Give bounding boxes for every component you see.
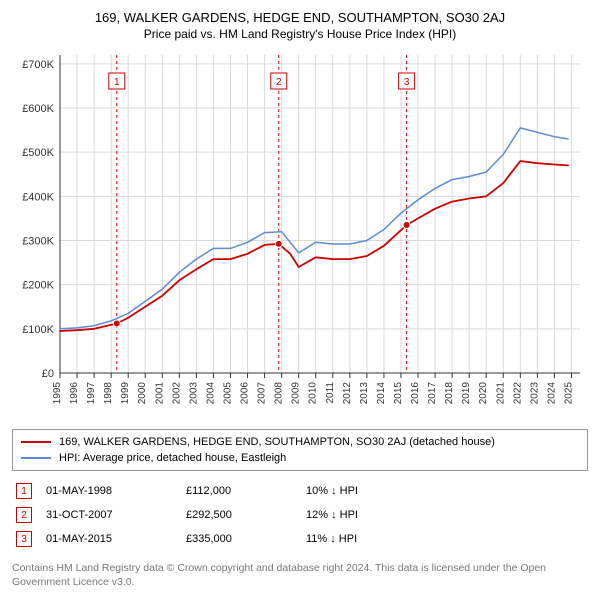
svg-text:£100K: £100K [22, 324, 54, 336]
svg-text:2004: 2004 [205, 382, 216, 405]
svg-text:2000: 2000 [137, 382, 148, 405]
chart-container: 169, WALKER GARDENS, HEDGE END, SOUTHAMP… [0, 0, 600, 601]
svg-text:2002: 2002 [171, 382, 182, 405]
transaction-row: 3 01-MAY-2015£335,00011% ↓ HPI [12, 527, 588, 551]
transaction-hpi-delta: 11% ↓ HPI [306, 533, 357, 545]
transaction-price: £112,000 [186, 485, 306, 497]
svg-text:2024: 2024 [546, 382, 557, 405]
svg-text:2022: 2022 [512, 382, 523, 405]
transaction-marker: 2 [16, 507, 32, 523]
chart-subtitle: Price paid vs. HM Land Registry's House … [12, 27, 588, 41]
svg-text:£700K: £700K [22, 59, 54, 71]
chart-title: 169, WALKER GARDENS, HEDGE END, SOUTHAMP… [12, 10, 588, 25]
svg-text:2015: 2015 [393, 382, 404, 405]
svg-text:2012: 2012 [342, 382, 353, 405]
legend-label: HPI: Average price, detached house, East… [59, 452, 286, 464]
svg-text:2017: 2017 [427, 382, 438, 405]
svg-text:1999: 1999 [120, 382, 131, 405]
transaction-price: £292,500 [186, 509, 306, 521]
transaction-row: 2 31-OCT-2007£292,50012% ↓ HPI [12, 503, 588, 527]
transaction-hpi-delta: 10% ↓ HPI [306, 485, 358, 497]
transaction-price: £335,000 [186, 533, 306, 545]
svg-text:2009: 2009 [291, 382, 302, 405]
svg-text:2020: 2020 [478, 382, 489, 405]
svg-text:2011: 2011 [325, 382, 336, 404]
transaction-date: 01-MAY-2015 [46, 533, 186, 545]
transaction-date: 31-OCT-2007 [46, 509, 186, 521]
legend-swatch [21, 441, 51, 443]
transaction-marker: 3 [16, 531, 32, 547]
svg-text:2003: 2003 [188, 382, 199, 405]
footnote: Contains HM Land Registry data © Crown c… [12, 561, 588, 589]
transaction-row: 1 01-MAY-1998£112,00010% ↓ HPI [12, 479, 588, 503]
svg-text:2: 2 [276, 77, 282, 88]
svg-text:2013: 2013 [359, 382, 370, 405]
svg-text:£200K: £200K [22, 280, 54, 292]
transaction-marker: 1 [16, 483, 32, 499]
svg-text:2008: 2008 [274, 382, 285, 405]
transaction-hpi-delta: 12% ↓ HPI [306, 509, 358, 521]
svg-text:2025: 2025 [563, 382, 574, 405]
svg-text:1998: 1998 [103, 382, 114, 405]
chart-plot: £0 £100K £200K £300K £400K £500K £600K £700K 199… [12, 49, 588, 419]
legend-label: 169, WALKER GARDENS, HEDGE END, SOUTHAMP… [59, 436, 495, 448]
svg-text:2010: 2010 [308, 382, 319, 405]
svg-text:2007: 2007 [257, 382, 268, 405]
transaction-date: 01-MAY-1998 [46, 485, 186, 497]
svg-text:2021: 2021 [495, 382, 506, 405]
svg-text:£400K: £400K [22, 191, 54, 203]
svg-text:2023: 2023 [529, 382, 540, 405]
legend-item-price-paid: 169, WALKER GARDENS, HEDGE END, SOUTHAMP… [21, 434, 579, 450]
svg-text:2019: 2019 [461, 382, 472, 405]
svg-text:1995: 1995 [52, 382, 63, 405]
svg-text:1997: 1997 [86, 382, 97, 405]
legend: 169, WALKER GARDENS, HEDGE END, SOUTHAMP… [12, 429, 588, 471]
svg-text:2001: 2001 [154, 382, 165, 405]
svg-text:2014: 2014 [376, 382, 387, 405]
svg-text:£500K: £500K [22, 147, 54, 159]
svg-text:2016: 2016 [410, 382, 421, 405]
svg-text:1: 1 [114, 77, 120, 88]
transactions-table: 1 01-MAY-1998£112,00010% ↓ HPI 2 31-OCT-200… [12, 479, 588, 551]
svg-text:2018: 2018 [444, 382, 455, 405]
svg-text:2005: 2005 [222, 382, 233, 405]
svg-text:2006: 2006 [240, 382, 251, 405]
svg-text:£0: £0 [42, 368, 54, 380]
svg-text:£600K: £600K [22, 103, 54, 115]
svg-text:£300K: £300K [22, 236, 54, 248]
svg-text:3: 3 [404, 77, 410, 88]
line-chart-svg: £0 £100K £200K £300K £400K £500K £600K £700K 199… [12, 49, 588, 419]
svg-text:1996: 1996 [69, 382, 80, 405]
legend-swatch [21, 457, 51, 459]
legend-item-hpi: HPI: Average price, detached house, East… [21, 450, 579, 466]
